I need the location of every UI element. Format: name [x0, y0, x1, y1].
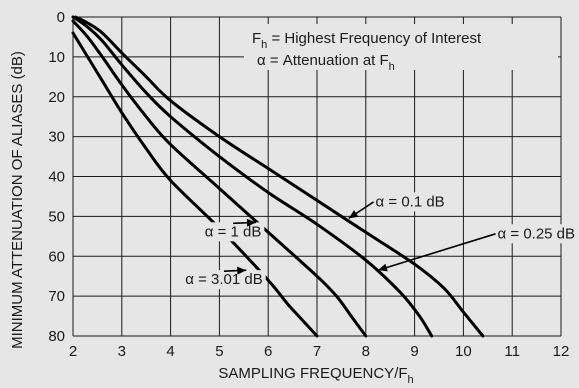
y-tick-label: 50: [48, 208, 65, 225]
curve-label-2: α = 0.25 dB: [377, 224, 579, 272]
y-tick-label: 80: [48, 328, 65, 345]
curve-label-text: α = 1 dB: [205, 223, 262, 240]
x-axis-label-main: SAMPLING FREQUENCY/F: [218, 365, 407, 382]
curve-label-text: α = 0.25 dB: [498, 225, 575, 242]
y-tick-label: 70: [48, 288, 65, 305]
x-tick-label: 8: [362, 343, 370, 360]
arrowhead: [237, 266, 247, 275]
x-tick-label: 12: [553, 343, 570, 360]
curve-label-text: α = 3.01 dB: [185, 271, 262, 288]
series-line-1: [73, 15, 485, 338]
x-tick-label: 2: [69, 343, 77, 360]
tick-labels: 2 3 4 5 6 7 8 9 10 11 12 0 10 20 30 40 50 60 70 80: [48, 9, 569, 360]
x-tick-label: 7: [313, 343, 321, 360]
x-tick-label: 6: [264, 343, 272, 360]
curve-label-bg: [201, 222, 265, 242]
series-line-2: [71, 15, 434, 338]
series-line-4: [71, 31, 319, 338]
x-axis-label: SAMPLING FREQUENCY/Fh: [218, 365, 413, 386]
x-axis-label-sub: h: [408, 374, 414, 386]
y-tick-label: 0: [57, 9, 65, 26]
curve-label-bg: [494, 224, 579, 244]
curve-label-4: α = 3.01 dB: [182, 266, 266, 290]
curve-label-bg: [182, 270, 266, 290]
y-tick-label: 60: [48, 248, 65, 265]
y-tick-label: 30: [48, 129, 65, 146]
x-tick-label: 9: [410, 343, 418, 360]
y-axis-label: MINIMUM ATTENUATION OF ALIASES (dB): [9, 51, 26, 349]
arrowhead: [378, 263, 388, 272]
x-tick-label: 11: [504, 343, 520, 360]
series-line-3: [71, 19, 368, 338]
y-tick-label: 20: [48, 89, 65, 106]
curve-label-text: α = 0.1 dB: [376, 193, 445, 210]
curves: [71, 15, 485, 338]
x-tick-label: 10: [455, 343, 472, 360]
x-tick-label: 4: [166, 343, 174, 360]
legend-box-bg: [244, 24, 558, 70]
y-tick-label: 40: [48, 169, 65, 186]
curve-label-1: α = 0.1 dB: [348, 192, 448, 220]
curve-labels: α = 0.1 dB α = 0.25 dB α = 1 dB α = 3.01 dB: [182, 192, 579, 290]
curve-label-3: α = 1 dB: [201, 218, 265, 242]
arrowhead: [246, 218, 256, 227]
annotation-line-1: Fh = Highest Frequency of Interest: [252, 30, 482, 51]
x-tick-label: 3: [118, 343, 126, 360]
annotation-line-2: α = Attenuation at Fh: [257, 52, 395, 73]
y-tick-label: 10: [48, 49, 65, 66]
x-tick-label: 5: [215, 343, 223, 360]
curve-label-arrow: [377, 233, 496, 271]
curve-label-bg: [372, 192, 448, 212]
arrowhead: [348, 210, 359, 219]
